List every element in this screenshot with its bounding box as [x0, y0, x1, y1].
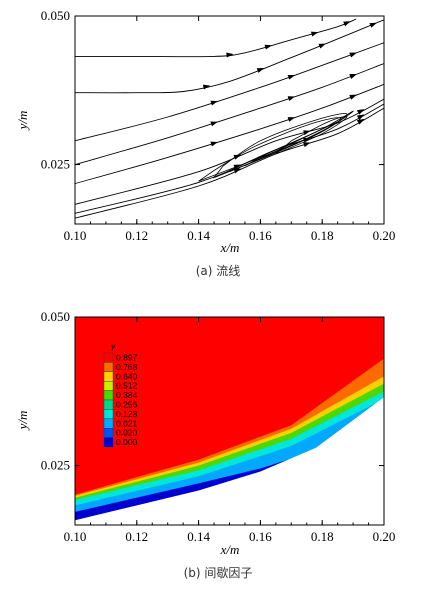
tick-marks-a	[74, 15, 385, 224]
recirculation-line	[198, 117, 342, 182]
flow-arrow	[349, 94, 357, 100]
x-tick-label: 0.18	[311, 529, 334, 544]
streamline	[75, 98, 384, 205]
flow-arrow	[356, 118, 365, 125]
x-tick-label: 0.16	[249, 529, 272, 544]
flow-arrow	[349, 52, 357, 58]
flow-arrow	[210, 100, 218, 106]
recirculation-line	[275, 115, 348, 155]
legend-label: 0.768	[116, 362, 138, 372]
color-legend: γ 0.8970.7680.6400.5120.3840.2560.1280.0…	[103, 341, 138, 448]
streamline	[75, 18, 357, 58]
recirculation-line	[212, 113, 348, 179]
x-tick-label: 0.20	[373, 529, 396, 544]
legend-swatch	[103, 362, 114, 372]
legend-swatch	[103, 418, 114, 429]
y-tick-labels-b: 0.025 0.050	[41, 309, 70, 473]
legend-swatch	[103, 371, 114, 382]
streamline	[75, 19, 384, 94]
legend-label: 0.384	[116, 390, 138, 400]
streamline	[75, 42, 384, 142]
legend-title: γ	[111, 341, 116, 351]
x-tick-label: 0.12	[125, 529, 148, 544]
flow-arrow	[349, 73, 357, 79]
flow-arrow	[303, 142, 311, 148]
y-tick-label: 0.025	[41, 157, 70, 172]
flow-arrow	[202, 84, 211, 90]
flow-arrow	[369, 22, 377, 28]
streamline	[75, 107, 384, 219]
x-tick-labels-a: 0.10 0.12 0.14 0.16 0.18 0.20	[64, 228, 396, 243]
tick-marks-b	[74, 316, 385, 525]
x-tick-label: 0.18	[311, 228, 334, 243]
legend-label: 0.128	[116, 409, 138, 419]
streamline	[75, 83, 384, 185]
legend-label: 0.000	[116, 437, 138, 447]
x-axis-label-b: x/m	[220, 542, 240, 557]
streamline	[75, 63, 384, 166]
legend-swatch	[103, 409, 114, 419]
flow-arrow	[356, 114, 365, 121]
flow-arrow	[256, 68, 265, 73]
legend-label: 0.021	[116, 418, 138, 428]
caption-b: (b) 间歇因子	[184, 566, 253, 580]
flow-arrow	[210, 141, 218, 147]
y-axis-label-b: y/m	[15, 411, 30, 432]
x-tick-label: 0.20	[373, 228, 396, 243]
flow-arrow	[226, 52, 234, 58]
flow-arrow	[264, 44, 272, 50]
x-tick-label: 0.14	[187, 529, 210, 544]
y-axis-label-a: y/m	[15, 111, 30, 132]
separation-vortex	[198, 110, 354, 182]
intermittency-contours	[75, 317, 384, 525]
flow-arrow	[287, 117, 296, 122]
x-tick-label: 0.16	[249, 228, 272, 243]
legend-label: 0.640	[116, 371, 138, 381]
x-tick-label: 0.12	[125, 228, 148, 243]
x-axis-label-a: x/m	[220, 240, 240, 255]
flow-arrow	[343, 21, 351, 27]
x-tick-labels-b: 0.10 0.12 0.14 0.16 0.18 0.20	[64, 529, 396, 544]
y-tick-labels-a: 0.025 0.050	[41, 8, 70, 172]
x-tick-label: 0.10	[64, 529, 87, 544]
legend-label: 0.020	[116, 428, 138, 438]
legend-label: 0.897	[116, 353, 138, 363]
flow-arrow	[210, 121, 218, 127]
flow-arrow	[310, 31, 319, 37]
y-tick-label: 0.025	[41, 458, 70, 473]
y-tick-label: 0.050	[41, 309, 70, 324]
legend-label: 0.256	[116, 400, 138, 410]
legend-swatch	[103, 390, 114, 401]
flow-arrow	[233, 154, 241, 160]
flow-arrow	[318, 43, 326, 49]
flow-arrow	[357, 109, 365, 115]
flow-arrow	[287, 96, 296, 102]
legend-swatch	[103, 428, 114, 438]
legend-label: 0.512	[116, 381, 138, 391]
x-tick-label: 0.14	[187, 228, 210, 243]
flow-arrow	[287, 74, 296, 80]
legend-swatch	[103, 437, 114, 448]
x-tick-label: 0.10	[64, 228, 87, 243]
y-tick-label: 0.050	[41, 8, 70, 23]
legend-swatch	[103, 381, 114, 391]
caption-a: (a) 流线	[196, 264, 241, 278]
legend-swatch	[103, 352, 114, 363]
legend-swatch	[103, 399, 114, 410]
solid-wall-region	[75, 397, 384, 525]
